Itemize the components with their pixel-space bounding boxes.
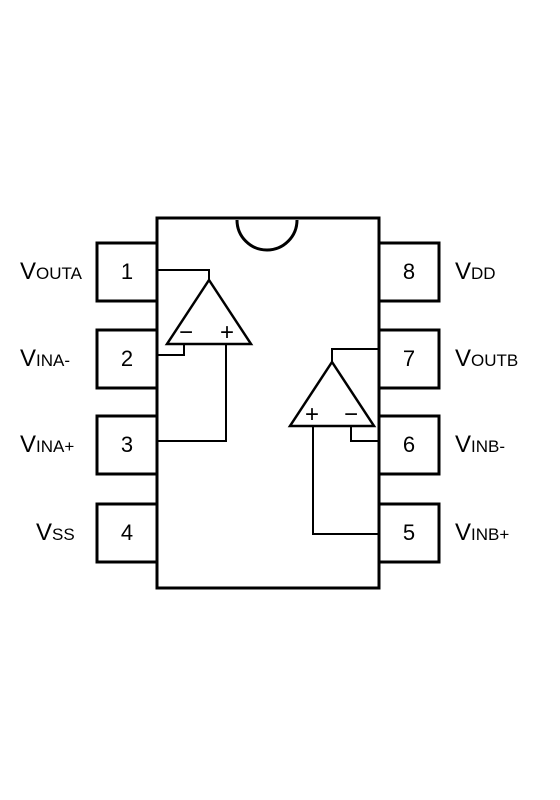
pin-6-number: 6	[403, 432, 415, 457]
pin-4-label: VSS	[36, 519, 75, 546]
pin-3-number: 3	[121, 432, 133, 457]
opamp-a-noninverting-wire	[157, 344, 227, 442]
pin-3-label-main: V	[20, 431, 36, 458]
opamp-a-triangle	[164, 277, 254, 346]
pin-6-label-sub: INB-	[471, 437, 505, 456]
orientation-notch	[235, 219, 299, 252]
pin-5-label: VINB+	[455, 519, 509, 546]
pin-1-number: 1	[121, 259, 133, 284]
opamp-b-inverting-wire	[350, 426, 379, 442]
pin-7-label: VOUTB	[455, 345, 518, 372]
opamp-b-inverting-sign: −	[344, 401, 358, 428]
opamp-a-inverting-sign: −	[179, 319, 193, 346]
opamp-a-inverting-wire	[157, 344, 185, 356]
pin-7-label-sub: OUTB	[471, 351, 518, 370]
pin-7-label-main: V	[455, 345, 471, 372]
pin-1-label-main: V	[20, 258, 36, 285]
pin-3-label-sub: INA+	[36, 437, 74, 456]
pin-1-box	[95, 241, 159, 303]
opamp-b-triangle	[287, 359, 377, 428]
opamp-a-noninverting-sign: +	[220, 319, 234, 346]
pin-2-label-main: V	[20, 345, 36, 372]
pin-6-box	[377, 414, 441, 476]
pin-8-label-main: V	[455, 258, 471, 285]
pin-2-number: 2	[121, 346, 133, 371]
pin-5-number: 5	[403, 520, 415, 545]
pin-2-label-sub: INA-	[36, 351, 70, 370]
pin-8-label-sub: DD	[471, 264, 496, 283]
opamp-b-noninverting-sign: +	[305, 401, 319, 428]
pin-5-label-main: V	[455, 519, 471, 546]
pin-1-label: VOUTA	[20, 258, 83, 285]
pin-4-label-sub: SS	[52, 525, 75, 544]
opamp-b-noninverting-wire	[312, 426, 379, 535]
pin-3-label: VINA+	[20, 431, 74, 458]
pin-2-box	[95, 328, 159, 390]
pin-3-box	[95, 414, 159, 476]
pin-7-number: 7	[403, 346, 415, 371]
opamp-b-output-wire	[331, 348, 379, 364]
pin-1-label-sub: OUTA	[36, 264, 83, 283]
pin-8-number: 8	[403, 259, 415, 284]
pin-6-label-main: V	[455, 431, 471, 458]
pin-8-label: VDD	[455, 258, 496, 285]
pin-5-label-sub: INB+	[471, 525, 509, 544]
pin-6-label: VINB-	[455, 431, 505, 458]
pin-4-number: 4	[121, 520, 133, 545]
pin-4-label-main: V	[36, 519, 52, 546]
pin-2-label: VINA-	[20, 345, 70, 372]
pin-8-box	[377, 241, 441, 303]
